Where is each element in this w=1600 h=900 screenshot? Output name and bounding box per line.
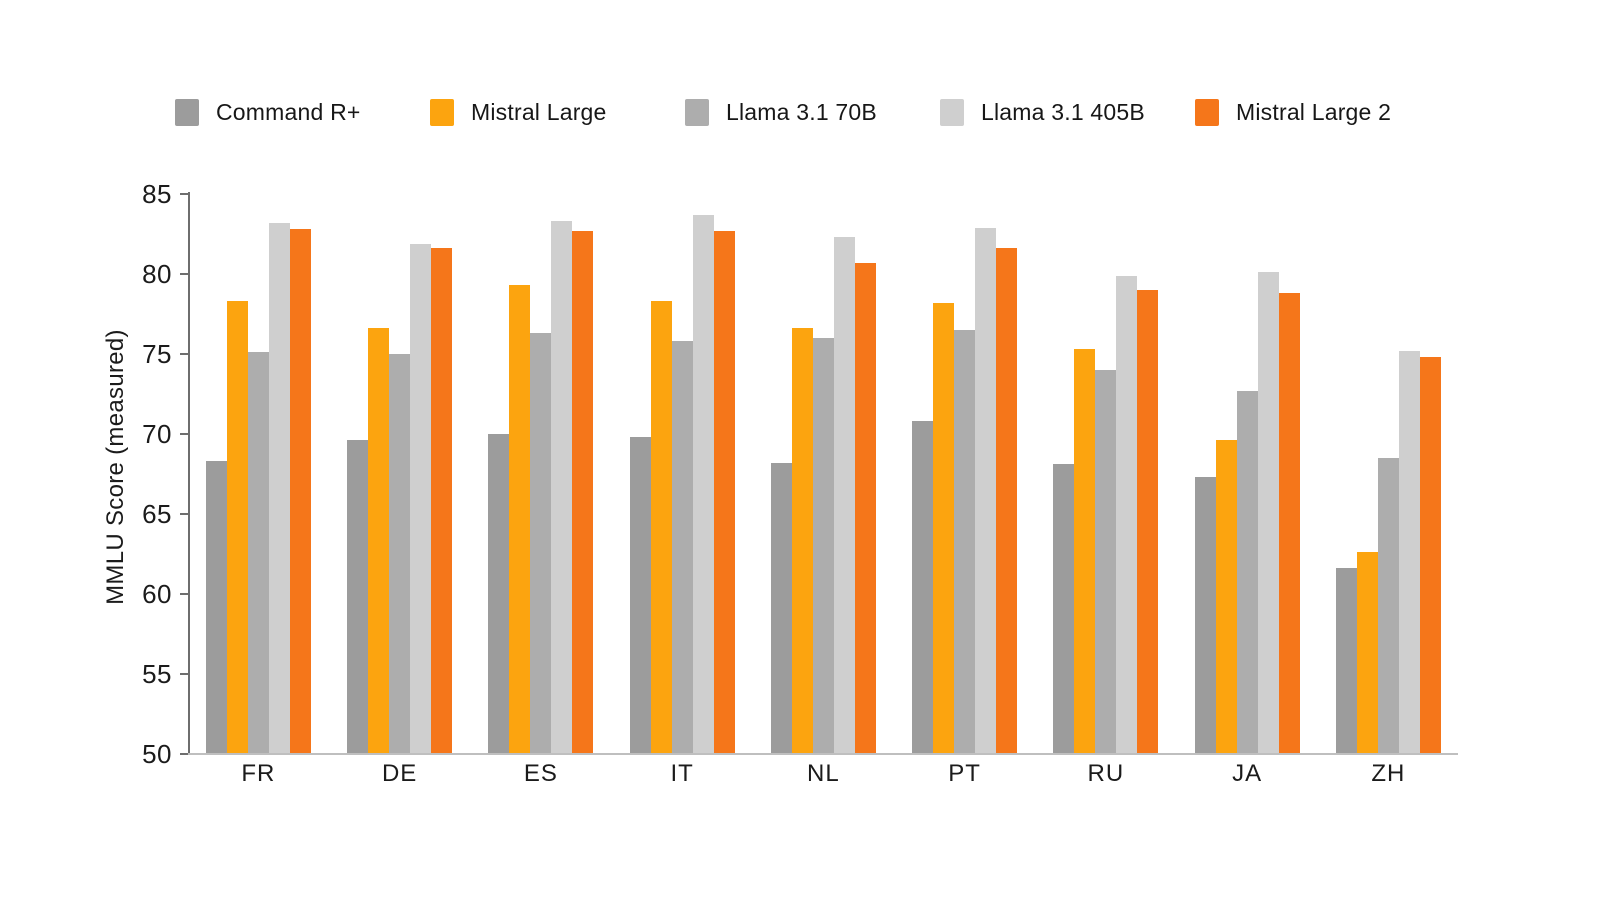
legend-label: Command R+ bbox=[216, 98, 361, 125]
bar-pt-llama-3-1-70b bbox=[954, 330, 976, 753]
y-tick-mark bbox=[180, 753, 188, 755]
bar-it-mistral-large-2 bbox=[713, 230, 735, 753]
x-tick-label-pt: PT bbox=[948, 760, 981, 787]
bar-it-command-r- bbox=[629, 437, 651, 753]
bar-fr-mistral-large bbox=[226, 301, 248, 753]
bar-de-command-r- bbox=[347, 440, 369, 753]
y-tick-label: 55 bbox=[142, 659, 172, 689]
x-tick-label-es: ES bbox=[523, 760, 558, 787]
bar-pt-command-r- bbox=[912, 421, 934, 753]
y-axis-line bbox=[188, 192, 190, 754]
bar-es-command-r- bbox=[488, 434, 510, 753]
x-tick-label-de: DE bbox=[381, 760, 418, 787]
bar-pt-mistral-large-2 bbox=[996, 248, 1018, 753]
x-tick-label-fr: FR bbox=[241, 760, 276, 787]
bar-pt-mistral-large bbox=[933, 302, 955, 753]
y-tick-label: 65 bbox=[142, 499, 172, 529]
legend-item-mistral-large-2: Mistral Large 2 bbox=[1195, 96, 1391, 128]
bar-es-llama-3-1-70b bbox=[530, 333, 552, 753]
legend-item-mistral-large: Mistral Large bbox=[430, 96, 607, 128]
x-tick-label-nl: NL bbox=[807, 760, 840, 787]
bar-ja-llama-3-1-405b bbox=[1257, 272, 1279, 753]
bar-nl-mistral-large bbox=[791, 328, 813, 753]
y-tick-mark bbox=[180, 353, 188, 355]
legend-item-command-r-: Command R+ bbox=[175, 96, 361, 128]
legend-label: Mistral Large bbox=[471, 98, 607, 125]
legend-item-llama-3-1-405b: Llama 3.1 405B bbox=[940, 96, 1145, 128]
legend-item-llama-3-1-70b: Llama 3.1 70B bbox=[685, 96, 877, 128]
x-tick-label-ru: RU bbox=[1087, 760, 1125, 787]
legend-label: Llama 3.1 70B bbox=[726, 98, 877, 125]
y-tick-label: 80 bbox=[142, 259, 172, 289]
bar-ja-mistral-large bbox=[1215, 440, 1237, 753]
bar-ru-mistral-large bbox=[1074, 349, 1096, 753]
bar-nl-command-r- bbox=[770, 462, 792, 753]
y-tick-label: 60 bbox=[142, 579, 172, 609]
y-tick-label: 85 bbox=[142, 179, 172, 209]
bar-fr-llama-3-1-405b bbox=[268, 222, 290, 753]
bar-ru-mistral-large-2 bbox=[1137, 290, 1159, 753]
y-tick-label: 70 bbox=[142, 419, 172, 449]
bar-zh-mistral-large bbox=[1356, 552, 1378, 753]
legend-swatch-icon bbox=[685, 98, 709, 126]
legend-label: Mistral Large 2 bbox=[1236, 98, 1392, 125]
legend-swatch-icon bbox=[175, 98, 199, 126]
bar-ru-llama-3-1-405b bbox=[1116, 275, 1138, 753]
legend-swatch-icon bbox=[430, 98, 454, 126]
y-tick-label: 50 bbox=[142, 739, 172, 769]
y-tick-mark bbox=[180, 673, 188, 675]
bar-ja-llama-3-1-70b bbox=[1236, 390, 1258, 753]
bar-ru-command-r- bbox=[1053, 464, 1075, 753]
bar-es-mistral-large bbox=[509, 285, 531, 753]
y-tick-label: 75 bbox=[142, 339, 172, 369]
bar-ru-llama-3-1-70b bbox=[1095, 370, 1117, 753]
bar-es-llama-3-1-405b bbox=[551, 221, 573, 753]
y-tick-mark bbox=[180, 593, 188, 595]
bar-nl-mistral-large-2 bbox=[854, 262, 876, 753]
x-tick-label-zh: ZH bbox=[1371, 760, 1406, 787]
bar-nl-llama-3-1-70b bbox=[812, 338, 834, 753]
bar-es-mistral-large-2 bbox=[572, 230, 594, 753]
x-tick-label-it: IT bbox=[670, 760, 694, 787]
bar-zh-mistral-large-2 bbox=[1419, 357, 1441, 753]
y-tick-mark bbox=[180, 433, 188, 435]
y-tick-mark bbox=[180, 273, 188, 275]
bar-ja-command-r- bbox=[1194, 477, 1216, 753]
bar-fr-llama-3-1-70b bbox=[247, 352, 269, 753]
bar-zh-llama-3-1-70b bbox=[1377, 458, 1399, 753]
bar-zh-llama-3-1-405b bbox=[1398, 350, 1420, 753]
bar-de-mistral-large-2 bbox=[431, 248, 453, 753]
legend-swatch-icon bbox=[940, 98, 964, 126]
x-axis-line bbox=[188, 753, 1458, 755]
bar-ja-mistral-large-2 bbox=[1278, 293, 1300, 753]
bar-zh-command-r- bbox=[1335, 568, 1357, 753]
bar-pt-llama-3-1-405b bbox=[975, 227, 997, 753]
bar-it-llama-3-1-405b bbox=[692, 214, 714, 753]
bar-fr-mistral-large-2 bbox=[289, 229, 311, 753]
y-tick-mark bbox=[180, 513, 188, 515]
bar-de-llama-3-1-70b bbox=[389, 354, 411, 753]
x-tick-label-ja: JA bbox=[1232, 760, 1263, 787]
bar-fr-command-r- bbox=[205, 461, 227, 753]
bar-de-mistral-large bbox=[368, 328, 390, 753]
bar-nl-llama-3-1-405b bbox=[833, 237, 855, 753]
bar-it-llama-3-1-70b bbox=[671, 341, 693, 753]
y-tick-mark bbox=[180, 193, 188, 195]
legend-swatch-icon bbox=[1195, 98, 1219, 126]
bar-it-mistral-large bbox=[650, 301, 672, 753]
legend-label: Llama 3.1 405B bbox=[981, 98, 1145, 125]
bar-de-llama-3-1-405b bbox=[410, 243, 432, 753]
